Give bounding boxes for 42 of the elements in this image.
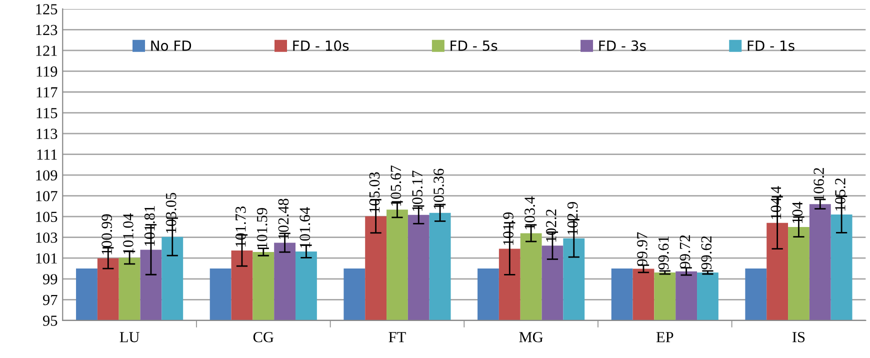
y-tick-label: 109: [36, 170, 58, 181]
data-label: 99.62: [701, 236, 712, 270]
data-label: 105.2: [835, 178, 846, 211]
data-label: 101.59: [256, 208, 268, 248]
y-tick-label: 95: [42, 316, 58, 326]
y-tick-label: 111: [37, 150, 57, 160]
data-label: 105.67: [390, 165, 402, 206]
data-label: 101.64: [300, 207, 310, 248]
x-tick-label: EP: [656, 332, 674, 342]
y-tick-label: 115: [36, 108, 58, 118]
legend-label: FD - 1s: [748, 40, 794, 51]
x-tick-label: IS: [792, 332, 805, 342]
y-tick-label: 105: [36, 212, 58, 222]
legend-label: FD - 3s: [599, 40, 646, 51]
y-tick-label: 97: [42, 294, 58, 306]
data-label: 102.48: [278, 198, 289, 239]
y-tick-label: 123: [36, 24, 58, 36]
data-label: 99.61: [658, 236, 669, 270]
y-tick-label: 99: [42, 274, 58, 284]
y-tick-label: 101: [36, 253, 57, 264]
y-tick-label: 119: [36, 66, 58, 77]
data-label: 100.99: [102, 214, 112, 254]
y-tick-label: 125: [36, 4, 58, 14]
legend-label: FD - 10s: [293, 40, 349, 51]
y-tick-label: 117: [36, 87, 58, 98]
data-label: 103.4: [524, 196, 535, 230]
legend-label: No FD: [151, 40, 192, 51]
x-tick-label: MG: [519, 332, 543, 342]
x-tick-label: CG: [253, 332, 274, 342]
data-label: 102.2: [546, 210, 556, 242]
data-label: 106.2: [814, 168, 824, 200]
y-tick-label: 103: [36, 232, 58, 243]
data-label: 105.36: [434, 168, 444, 209]
data-label: 104: [792, 202, 803, 224]
y-tick-label: 107: [36, 190, 58, 202]
x-tick-label: LU: [120, 332, 140, 342]
data-label: 105.17: [412, 170, 423, 211]
legend-label: FD - 5s: [450, 40, 498, 51]
x-tick-label: FT: [388, 332, 406, 342]
data-label: 99.72: [680, 235, 690, 268]
y-tick-label: 121: [36, 46, 57, 56]
y-tick-label: 113: [36, 128, 58, 139]
